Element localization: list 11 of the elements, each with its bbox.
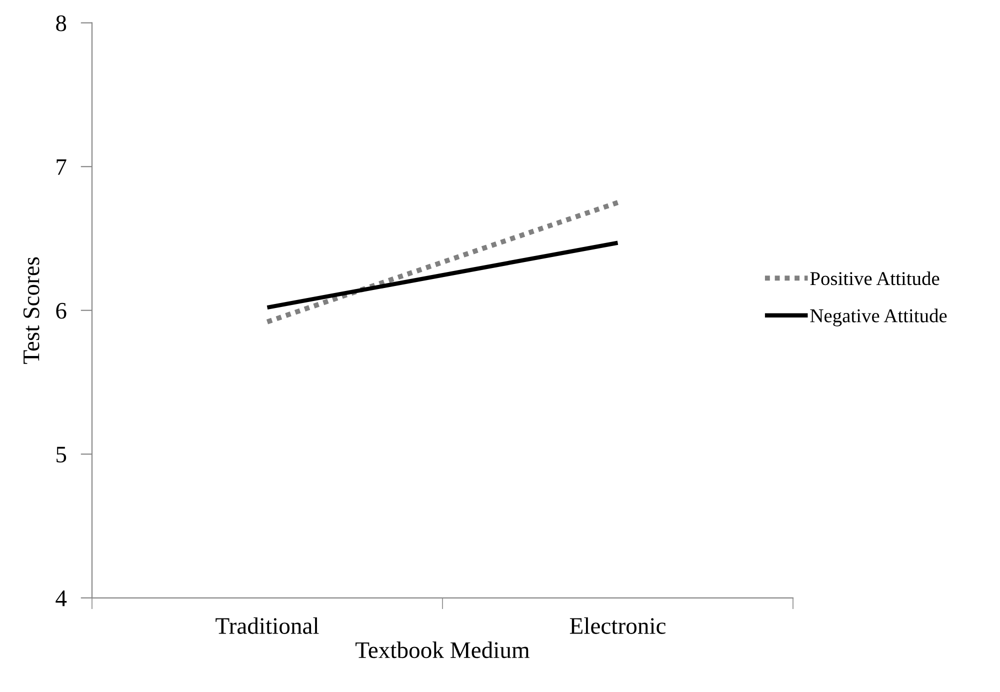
y-axis-title: Test Scores (23, 257, 40, 364)
legend-label: Negative Attitude (810, 308, 947, 326)
y-tick-label: 5 (56, 446, 66, 463)
x-tick-label: Electronic (570, 617, 666, 634)
x-tick-label: Traditional (216, 617, 319, 634)
legend-label: Positive Attitude (810, 271, 940, 286)
y-tick-label: 8 (56, 15, 66, 32)
y-tick-label: 6 (56, 302, 66, 319)
y-tick-label: 4 (56, 590, 67, 606)
y-tick-label: 7 (56, 159, 66, 175)
x-axis-title: Textbook Medium (356, 642, 530, 658)
